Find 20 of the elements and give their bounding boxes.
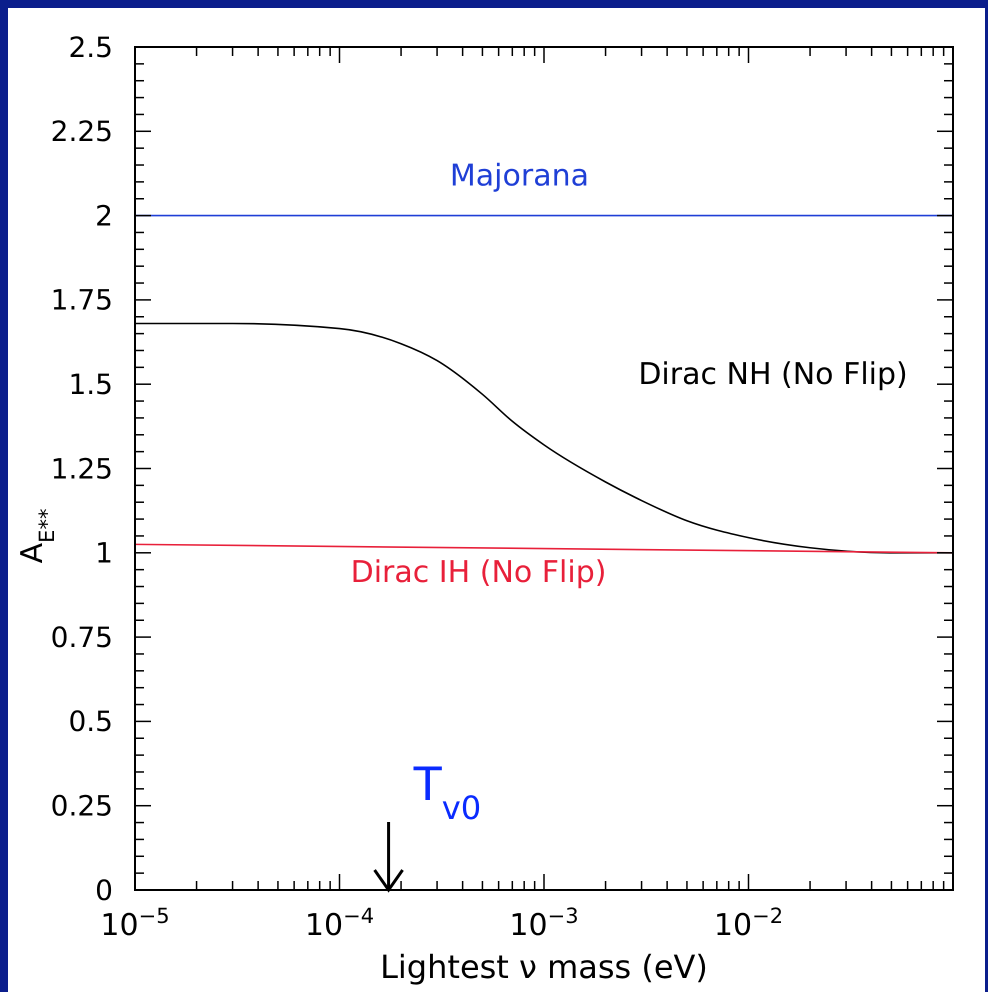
series-label: Dirac IH (No Flip) [350,554,606,590]
y-tick-label: 0 [95,874,113,907]
series-label: Majorana [450,158,589,194]
y-tick-label: 1.75 [50,284,113,317]
y-tick-label: 2.5 [68,30,113,64]
y-tick-label: 2.25 [50,115,113,148]
y-tick-label: 1.25 [50,452,113,486]
x-tick-label: 10$^{−2}$ [714,904,784,943]
y-tick-label: 2 [95,199,113,232]
legend-label: Dirac NH (No Flip) [638,357,908,392]
y-tick-label: 0.25 [50,790,113,822]
annotation: T$_{v0}$ [412,757,482,827]
y-tick-label: 1.5 [68,368,113,401]
x-tick-label: 10$^{−5}$ [100,904,170,943]
y-tick-label: 0.5 [68,705,113,738]
x-tick-label: 10$^{−3}$ [509,904,579,943]
x-tick-label: 10$^{−4}$ [304,904,374,943]
y-tick-label: 1 [95,536,113,570]
y-tick-label: 0.75 [50,620,113,654]
x-axis-title: Lightest ν mass (eV) [380,948,708,986]
